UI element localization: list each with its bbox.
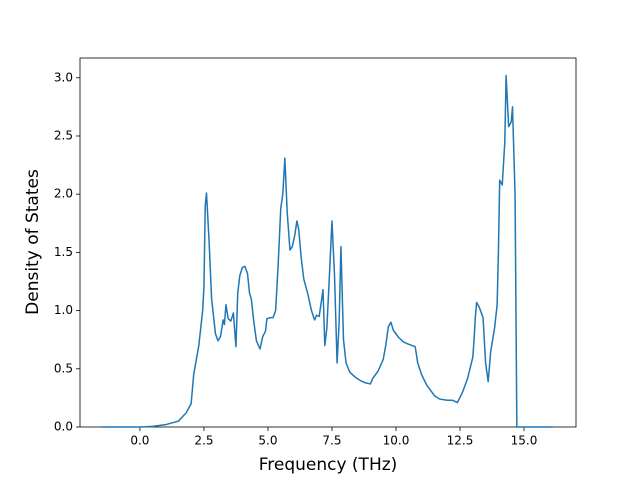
x-tick-label: 10.0 — [383, 434, 410, 448]
x-tick-label: 0.0 — [130, 434, 149, 448]
axes-frame — [79, 57, 577, 428]
x-axis-label: Frequency (THz) — [259, 455, 398, 475]
x-tick-label: 7.5 — [322, 434, 341, 448]
x-tick-label: 2.5 — [194, 434, 213, 448]
x-tick-label: 15.0 — [511, 434, 538, 448]
y-tick-label: 1.0 — [54, 303, 73, 317]
y-tick-label: 1.5 — [54, 245, 73, 259]
y-axis-label: Density of States — [23, 169, 43, 315]
x-tick-label: 12.5 — [447, 434, 474, 448]
x-tick-label: 5.0 — [258, 434, 277, 448]
y-tick-label: 0.0 — [54, 420, 73, 434]
y-tick-label: 0.5 — [54, 361, 73, 375]
line — [102, 74, 553, 428]
y-tick-label: 2.5 — [54, 128, 73, 142]
y-tick-label: 3.0 — [54, 70, 73, 84]
y-tick-label: 2.0 — [54, 187, 73, 201]
